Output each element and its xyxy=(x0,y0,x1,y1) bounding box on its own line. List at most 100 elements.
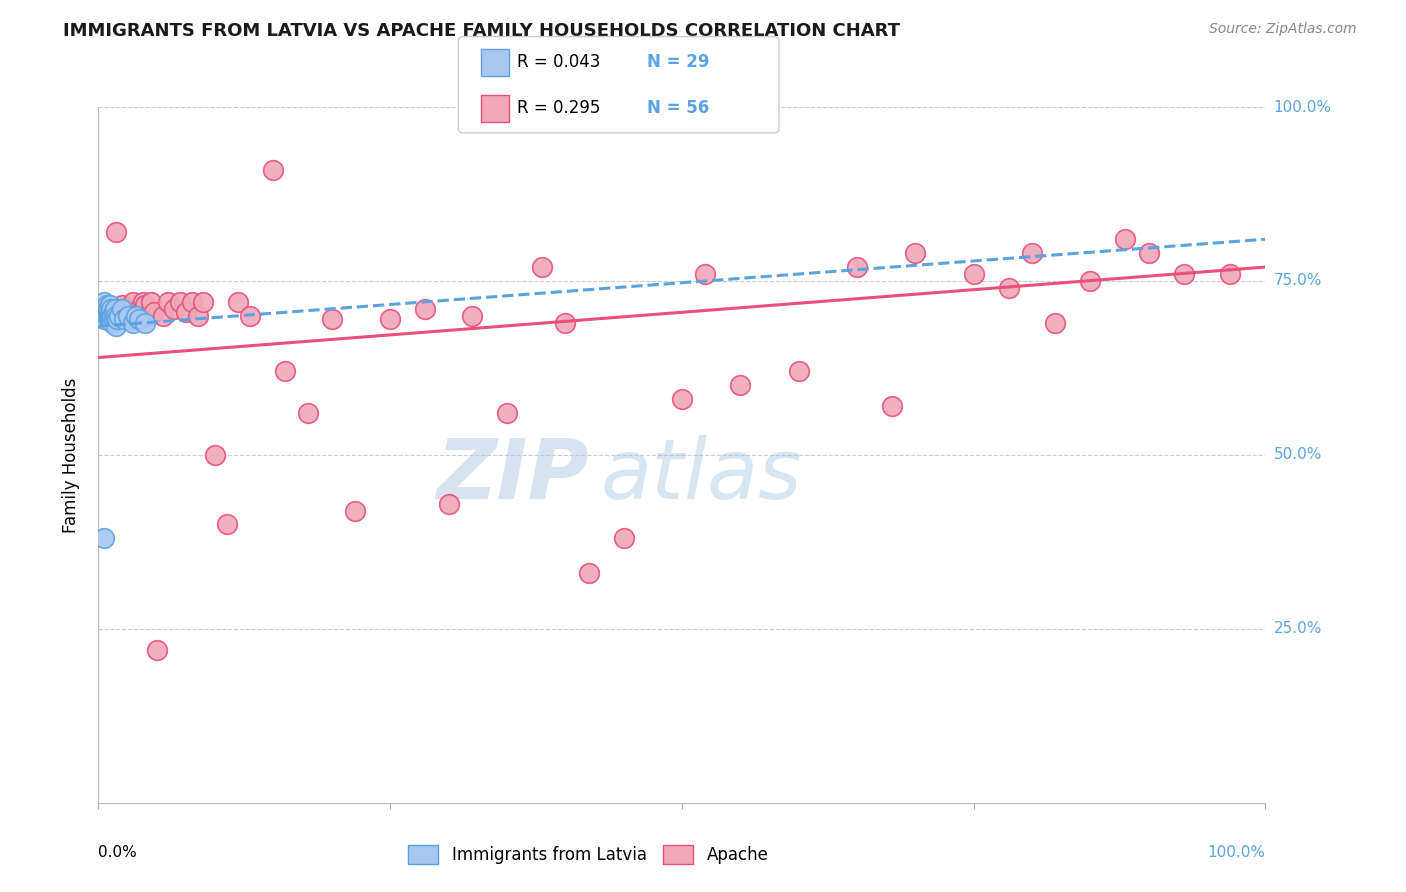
Point xyxy=(104,309,127,323)
Point xyxy=(554,316,576,330)
Point xyxy=(122,294,145,309)
Point xyxy=(101,316,124,330)
Point xyxy=(157,294,180,309)
Point xyxy=(163,301,186,316)
Point xyxy=(105,312,128,326)
Point xyxy=(204,448,226,462)
Point xyxy=(100,301,122,316)
Point xyxy=(174,305,197,319)
Point xyxy=(187,309,209,323)
Point xyxy=(146,642,169,657)
Text: 100.0%: 100.0% xyxy=(1274,100,1331,114)
Point xyxy=(117,309,139,323)
Point xyxy=(98,305,121,319)
Point xyxy=(228,294,250,309)
Point xyxy=(132,294,155,309)
Point xyxy=(321,312,343,326)
Point xyxy=(880,399,903,413)
Point xyxy=(128,301,150,316)
Point xyxy=(103,305,125,319)
Point xyxy=(96,298,118,312)
Point xyxy=(1021,246,1043,260)
Point xyxy=(143,305,166,319)
Point xyxy=(169,294,191,309)
Point xyxy=(215,517,238,532)
Point xyxy=(1137,246,1160,260)
Point xyxy=(125,309,148,323)
Point xyxy=(239,309,262,323)
Point xyxy=(103,312,125,326)
Point xyxy=(671,392,693,407)
Point xyxy=(111,301,134,316)
Point xyxy=(297,406,319,420)
Point xyxy=(128,312,150,326)
Point xyxy=(93,312,115,326)
Point xyxy=(530,260,553,274)
Point xyxy=(262,162,284,177)
Point xyxy=(96,309,118,323)
Point xyxy=(437,497,460,511)
Point xyxy=(962,267,984,281)
Point xyxy=(104,309,127,323)
Point xyxy=(193,294,215,309)
Text: 50.0%: 50.0% xyxy=(1274,448,1322,462)
Point xyxy=(380,312,402,326)
Point xyxy=(180,294,202,309)
Point xyxy=(787,364,810,378)
Point xyxy=(104,319,127,334)
Point xyxy=(997,281,1019,295)
Text: 75.0%: 75.0% xyxy=(1274,274,1322,288)
Point xyxy=(344,503,367,517)
Point xyxy=(93,294,115,309)
Point xyxy=(134,298,156,312)
Legend: Immigrants from Latvia, Apache: Immigrants from Latvia, Apache xyxy=(402,838,775,871)
Point xyxy=(117,301,139,316)
Point xyxy=(413,301,436,316)
Point xyxy=(695,267,717,281)
Point xyxy=(100,309,122,323)
Point xyxy=(1219,267,1241,281)
Point xyxy=(461,309,484,323)
Point xyxy=(97,309,120,323)
Point xyxy=(1114,232,1136,246)
Text: atlas: atlas xyxy=(600,435,801,516)
Point xyxy=(122,316,145,330)
Point xyxy=(120,312,142,326)
Text: IMMIGRANTS FROM LATVIA VS APACHE FAMILY HOUSEHOLDS CORRELATION CHART: IMMIGRANTS FROM LATVIA VS APACHE FAMILY … xyxy=(63,22,900,40)
Point xyxy=(108,309,131,323)
Point xyxy=(101,309,124,323)
Point xyxy=(97,301,120,316)
Point xyxy=(578,566,600,581)
Point xyxy=(904,246,927,260)
Text: R = 0.295: R = 0.295 xyxy=(517,99,600,117)
Point xyxy=(1080,274,1102,288)
Point xyxy=(104,225,127,239)
Point xyxy=(496,406,519,420)
Point xyxy=(134,316,156,330)
Text: 25.0%: 25.0% xyxy=(1274,622,1322,636)
Point xyxy=(152,309,174,323)
Point xyxy=(136,309,159,323)
Point xyxy=(104,301,127,316)
Point xyxy=(730,378,752,392)
Text: 100.0%: 100.0% xyxy=(1208,845,1265,860)
Text: N = 56: N = 56 xyxy=(647,99,709,117)
Point xyxy=(112,312,135,326)
Point xyxy=(98,298,121,312)
Point xyxy=(139,294,162,309)
Text: N = 29: N = 29 xyxy=(647,53,709,70)
Point xyxy=(98,312,121,326)
Point xyxy=(93,532,115,546)
Point xyxy=(125,309,148,323)
Y-axis label: Family Households: Family Households xyxy=(62,377,80,533)
Text: Source: ZipAtlas.com: Source: ZipAtlas.com xyxy=(1209,22,1357,37)
Point xyxy=(274,364,297,378)
Point xyxy=(1173,267,1195,281)
Point xyxy=(111,298,134,312)
Point xyxy=(613,532,636,546)
Point xyxy=(846,260,869,274)
Point xyxy=(1045,316,1067,330)
Point xyxy=(97,309,120,323)
Text: R = 0.043: R = 0.043 xyxy=(517,53,600,70)
Text: ZIP: ZIP xyxy=(436,435,589,516)
